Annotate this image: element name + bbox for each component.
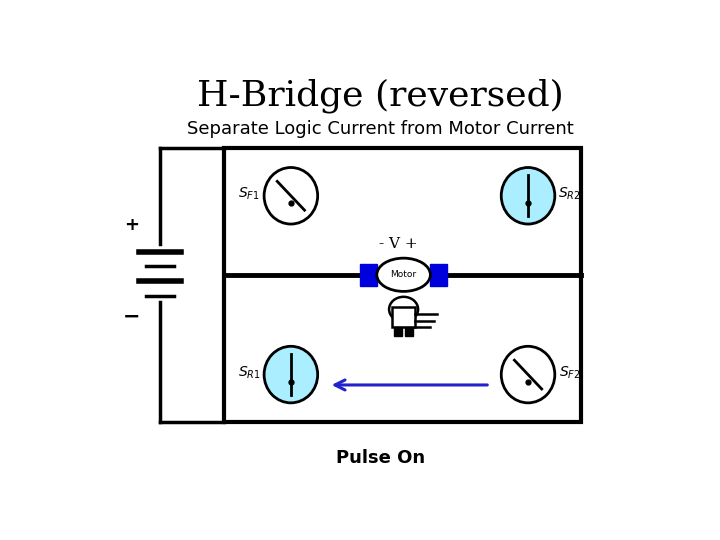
- Text: $S_{R2}$: $S_{R2}$: [559, 186, 581, 202]
- Ellipse shape: [264, 167, 318, 224]
- Ellipse shape: [501, 346, 555, 403]
- Text: $S_{R1}$: $S_{R1}$: [238, 364, 261, 381]
- Bar: [394, 327, 402, 336]
- Text: $S_{F1}$: $S_{F1}$: [238, 186, 260, 202]
- Text: Motor: Motor: [390, 271, 417, 279]
- Text: Separate Logic Current from Motor Current: Separate Logic Current from Motor Curren…: [186, 120, 574, 138]
- Bar: [392, 307, 415, 327]
- Ellipse shape: [501, 167, 555, 224]
- Bar: [360, 264, 377, 286]
- Bar: [431, 264, 447, 286]
- Bar: [405, 327, 413, 336]
- Bar: [224, 148, 581, 422]
- Ellipse shape: [389, 297, 418, 322]
- Text: +: +: [125, 216, 140, 234]
- Text: H-Bridge (reversed): H-Bridge (reversed): [197, 79, 564, 113]
- Text: −: −: [123, 306, 140, 326]
- Text: - V +: - V +: [379, 237, 418, 251]
- Text: Pulse On: Pulse On: [336, 449, 425, 467]
- Text: $S_{F2}$: $S_{F2}$: [559, 364, 581, 381]
- Ellipse shape: [264, 346, 318, 403]
- Ellipse shape: [377, 258, 431, 292]
